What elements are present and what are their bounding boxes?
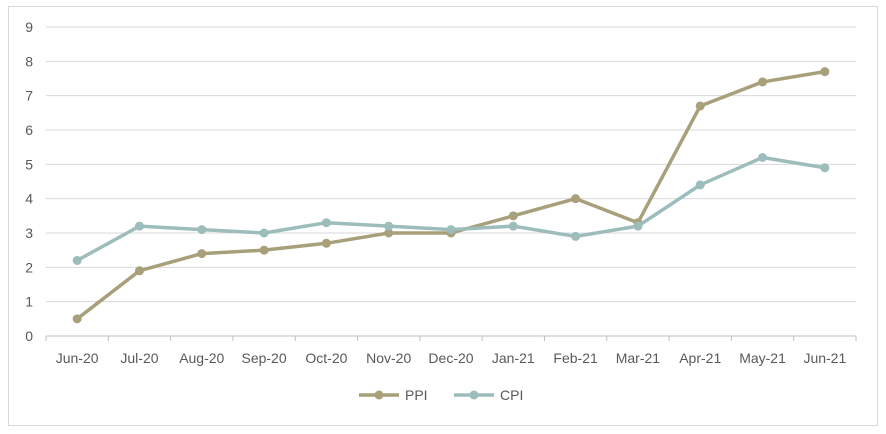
x-tick-label: May-21: [739, 350, 786, 366]
data-point-cpi: [695, 180, 705, 190]
data-point-cpi: [259, 228, 269, 238]
chart-frame: 0 1 2 3 4 5 6 7 8 9 Jun-20 Jul-20 Aug-20 Sep-20 Oct-2…: [8, 6, 878, 426]
x-tick-label: Oct-20: [305, 350, 347, 366]
line-chart: 0 1 2 3 4 5 6 7 8 9 Jun-20 Jul-20 Aug-20 Sep-20 Oct-2…: [25, 19, 857, 403]
x-axis-ticks: Jun-20 Jul-20 Aug-20 Sep-20 Oct-20 Nov-20 Dec-…: [45, 336, 857, 366]
x-tick-label: Aug-20: [179, 350, 224, 366]
y-tick-label: 8: [25, 53, 33, 69]
series-line-ppi: [75, 69, 827, 321]
y-tick-label: 9: [25, 19, 33, 35]
data-point-ppi: [695, 101, 705, 111]
x-tick-label: Jul-20: [120, 350, 158, 366]
data-point-cpi: [820, 163, 830, 173]
data-point-ppi: [197, 249, 207, 259]
data-point-ppi: [72, 314, 82, 324]
data-point-ppi: [758, 77, 768, 87]
data-point-cpi: [72, 255, 82, 265]
data-point-ppi: [508, 211, 518, 221]
data-point-cpi: [384, 221, 394, 231]
x-tick-label: Dec-20: [428, 350, 473, 366]
gridlines: [46, 26, 856, 337]
x-tick-label: Apr-21: [679, 350, 721, 366]
legend-label: PPI: [405, 387, 428, 403]
data-point-ppi: [571, 194, 581, 204]
data-point-ppi: [321, 238, 331, 248]
x-tick-label: Jun-20: [56, 350, 99, 366]
legend: PPI CPI: [359, 387, 523, 403]
y-tick-label: 6: [25, 122, 33, 138]
legend-item-cpi: CPI: [454, 387, 523, 403]
y-tick-label: 2: [25, 259, 33, 275]
y-tick-label: 5: [25, 156, 33, 172]
legend-label: CPI: [500, 387, 523, 403]
legend-swatch-marker: [469, 390, 479, 400]
legend-item-ppi: PPI: [359, 387, 428, 403]
x-tick-label: Jun-21: [803, 350, 846, 366]
y-tick-label: 1: [25, 294, 33, 310]
data-point-ppi: [134, 266, 144, 276]
series-lines: [72, 67, 830, 324]
data-point-cpi: [758, 152, 768, 162]
y-tick-label: 7: [25, 88, 33, 104]
data-point-ppi: [384, 228, 394, 238]
x-tick-label: Jan-21: [492, 350, 535, 366]
y-tick-label: 3: [25, 225, 33, 241]
data-point-cpi: [633, 221, 643, 231]
x-tick-label: Mar-21: [616, 350, 661, 366]
data-point-cpi: [321, 218, 331, 228]
data-point-cpi: [446, 225, 456, 235]
data-point-cpi: [508, 221, 518, 231]
data-point-cpi: [197, 225, 207, 235]
data-point-cpi: [134, 221, 144, 231]
x-tick-label: Sep-20: [241, 350, 286, 366]
x-tick-label: Nov-20: [366, 350, 411, 366]
data-point-ppi: [259, 245, 269, 255]
x-tick-label: Feb-21: [553, 350, 598, 366]
series-line-cpi: [75, 155, 827, 263]
y-tick-label: 4: [25, 191, 33, 207]
data-point-cpi: [571, 231, 581, 241]
legend-swatch-marker: [374, 390, 384, 400]
y-axis-ticks: 0 1 2 3 4 5 6 7 8 9: [25, 19, 33, 344]
data-point-ppi: [820, 67, 830, 77]
y-tick-label: 0: [25, 328, 33, 344]
